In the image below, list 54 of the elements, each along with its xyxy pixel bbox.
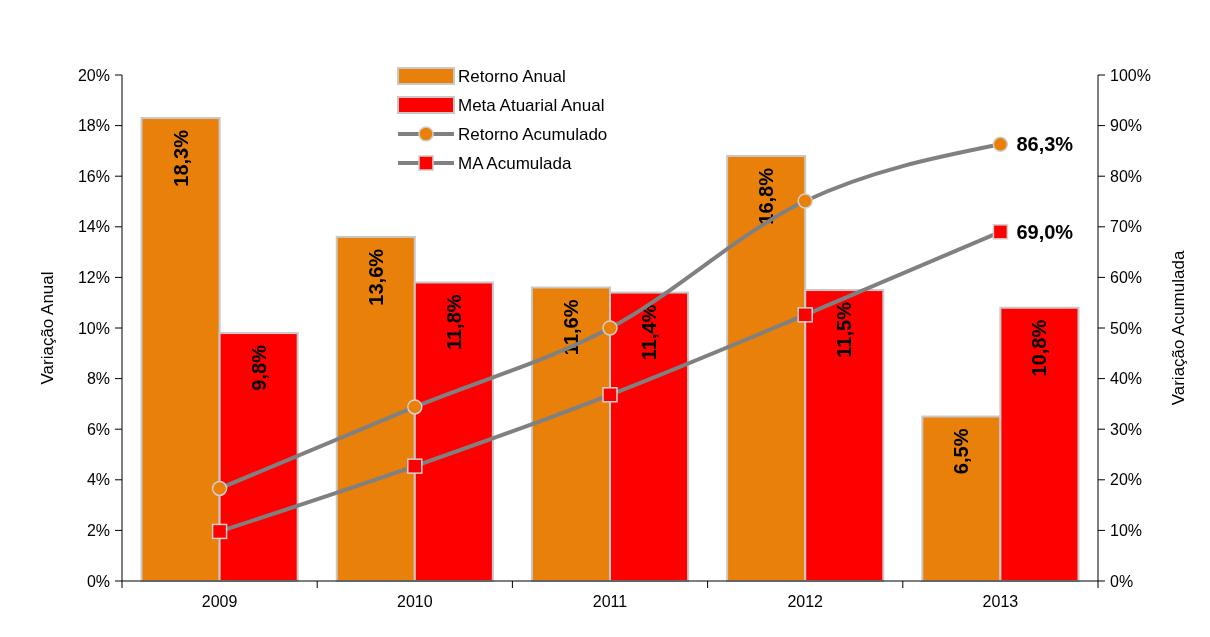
y2-tick-label: 60% [1110,269,1143,286]
data-label: 13,6% [364,248,387,306]
data-label: 69,0% [1016,220,1074,243]
y-tick-label: 6% [86,420,110,438]
y-tick-label: 16% [77,167,110,185]
x-tick-label: 2010 [397,593,433,610]
point [797,193,813,209]
point [992,136,1009,153]
y-tick-label: 14% [77,218,110,236]
x-tick-label: 2012 [787,593,824,610]
y2-axis-title: Variação Acumulada [1169,250,1188,406]
y-tick-label: 10% [77,319,110,337]
point [407,399,423,415]
point [602,387,618,403]
y2-tick-label: 100% [1110,66,1151,84]
point [211,523,228,540]
y2-tick-label: 40% [1110,370,1143,388]
y2-tick-label: 0% [1110,572,1134,590]
point [992,224,1009,240]
y-tick-label: 8% [86,370,110,388]
data-label: 6,5% [950,428,973,475]
legend-label: Meta Atuarial Anual [458,95,605,115]
y2-tick-label: 10% [1110,522,1143,539]
y-tick-label: 2% [86,522,110,539]
data-label: 11,8% [442,294,465,351]
point [602,320,618,336]
y-tick-label: 18% [77,117,110,135]
data-label: 11,4% [638,304,661,361]
data-label: 16,8% [755,167,778,225]
x-tick-label: 2011 [592,593,628,610]
data-label: 10,8% [1028,319,1051,377]
legend-label: MA Acumulada [458,153,572,173]
data-label: 18,3% [169,129,192,187]
y2-tick-label: 20% [1110,471,1143,489]
y2-tick-label: 70% [1110,218,1143,236]
y2-tick-label: 90% [1110,117,1143,135]
y-axis-title: Variação Anual [38,271,57,385]
legend-label: Retorno Anual [458,66,566,86]
y2-tick-label: 80% [1110,167,1143,185]
legend-label: Retorno Acumulado [458,124,608,144]
point [797,307,813,323]
y-tick-label: 12% [77,269,110,286]
x-tick-label: 2013 [982,593,1019,610]
data-label: 9,8% [247,344,270,391]
data-label: 11,5% [833,301,856,358]
y2-tick-label: 50% [1110,319,1143,337]
y-tick-label: 0% [86,572,110,590]
y2-tick-label: 30% [1110,420,1143,438]
point [407,458,423,474]
y-tick-label: 20% [77,66,110,84]
x-tick-label: 2009 [201,593,238,610]
point [211,480,228,497]
data-label: 86,3% [1016,133,1074,156]
y-tick-label: 4% [86,471,110,489]
